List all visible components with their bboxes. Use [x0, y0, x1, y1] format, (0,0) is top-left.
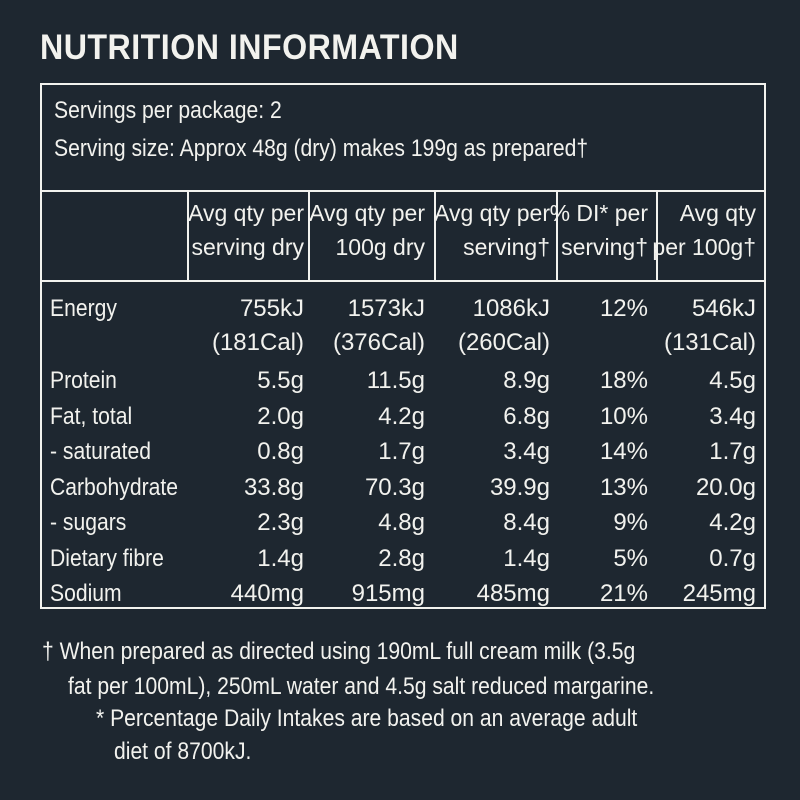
footnote-prepared-2: fat per 100mL), 250mL water and 4.5g sal…: [68, 673, 655, 700]
nutrient-value: 4.5g: [709, 367, 756, 394]
col-divider: [308, 190, 310, 282]
row-label-energy: Energy: [50, 295, 117, 322]
energy-kj-value: 546kJ: [691, 295, 756, 322]
nutrient-value: 18%: [599, 367, 648, 394]
nutrient-value: 10%: [599, 402, 648, 430]
energy-cal-value: (376Cal): [332, 329, 425, 356]
nutrient-value: 2.8g: [378, 544, 425, 572]
row-label: - sugars: [50, 509, 127, 536]
serving-size: Serving size: Approx 48g (dry) makes 199…: [54, 135, 589, 162]
nutrient-value: 21%: [599, 580, 648, 607]
row-label: Carbohydrate: [50, 473, 178, 501]
nutrient-value: 8.4g: [503, 509, 550, 536]
nutrient-value: 440mg: [230, 580, 304, 607]
nutrient-value: 39.9g: [489, 473, 550, 501]
nutrient-value: 0.8g: [257, 438, 304, 465]
column-header: % DI* per: [549, 200, 648, 226]
energy-kj-value: 1086kJ: [472, 295, 550, 322]
divider-header: [42, 280, 764, 282]
column-header: per 100g†: [652, 234, 756, 260]
nutrient-value: 0.7g: [709, 544, 756, 572]
nutrient-value: 485mg: [476, 580, 550, 607]
energy-cal-value: (131Cal): [663, 329, 756, 356]
nutrient-value: 14%: [599, 438, 648, 465]
nutrient-value: 8.9g: [503, 367, 550, 394]
nutrient-value: 5.5g: [257, 367, 304, 394]
column-header: serving†: [463, 234, 550, 260]
energy-cal-value: (181Cal): [211, 329, 304, 356]
column-header: Avg qty per: [434, 200, 550, 226]
nutrient-value: 1.7g: [709, 438, 756, 465]
row-label: Protein: [50, 367, 117, 394]
nutrient-value: 3.4g: [503, 438, 550, 465]
nutrient-value: 915mg: [351, 580, 425, 607]
column-header: serving dry: [191, 234, 304, 260]
col-divider: [187, 190, 189, 282]
column-header: Avg qty: [679, 200, 756, 226]
column-header: 100g dry: [335, 234, 425, 260]
footnote-di-2: diet of 8700kJ.: [114, 738, 252, 765]
servings-per-package: Servings per package: 2: [54, 97, 282, 124]
nutrient-value: 4.2g: [378, 402, 425, 430]
nutrient-value: 5%: [613, 544, 648, 572]
nutrient-value: 1.7g: [378, 438, 425, 465]
nutrient-value: 4.8g: [378, 509, 425, 536]
nutrient-value: 9%: [613, 509, 648, 536]
col-divider: [434, 190, 436, 282]
nutrient-value: 3.4g: [709, 402, 756, 430]
col-divider: [556, 190, 558, 282]
nutrition-panel: Servings per package: 2 Serving size: Ap…: [40, 83, 766, 609]
nutrient-value: 33.8g: [243, 473, 304, 501]
nutrient-value: 11.5g: [366, 367, 425, 394]
page-title: NUTRITION INFORMATION: [40, 28, 459, 67]
nutrient-value: 20.0g: [695, 473, 756, 501]
row-label: Sodium: [50, 580, 122, 607]
column-header: Avg qty per: [309, 200, 425, 226]
nutrient-value: 2.0g: [257, 402, 304, 430]
nutrient-value: 6.8g: [503, 402, 550, 430]
nutrient-value: 13%: [599, 473, 648, 501]
energy-cal-value: (260Cal): [457, 329, 550, 356]
nutrient-value: 245mg: [682, 580, 756, 607]
nutrient-value: 1.4g: [503, 544, 550, 572]
divider-top: [42, 190, 764, 192]
nutrient-value: 70.3g: [364, 473, 425, 501]
row-label: Dietary fibre: [50, 544, 164, 572]
energy-kj-value: 12%: [599, 295, 648, 322]
footnote-prepared-1: † When prepared as directed using 190mL …: [42, 638, 636, 665]
row-label: - saturated: [50, 438, 151, 465]
nutrient-value: 2.3g: [257, 509, 304, 536]
nutrient-value: 1.4g: [257, 544, 304, 572]
col-divider: [656, 190, 658, 282]
footnote-di-1: * Percentage Daily Intakes are based on …: [96, 705, 638, 732]
column-header: serving†: [561, 234, 648, 260]
nutrient-value: 4.2g: [709, 509, 756, 536]
row-label: Fat, total: [50, 402, 133, 430]
energy-kj-value: 1573kJ: [347, 295, 425, 322]
column-header: Avg qty per: [188, 200, 304, 226]
energy-kj-value: 755kJ: [239, 295, 304, 322]
